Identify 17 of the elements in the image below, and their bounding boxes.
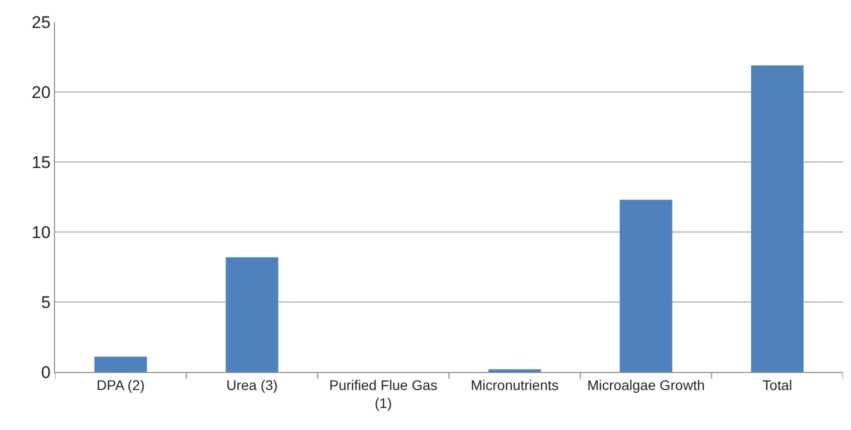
bar (94, 356, 147, 372)
x-tick-label: Purified Flue Gas (1) (329, 376, 438, 411)
y-tick-label: 15 (32, 152, 51, 172)
y-tick-label: 25 (32, 12, 51, 32)
x-tick-label: Microalgae Growth (587, 376, 705, 393)
x-tick-label: DPA (2) (96, 376, 145, 393)
y-tick-label: 0 (41, 362, 51, 382)
bar (620, 200, 672, 372)
y-tick-label: 10 (32, 222, 51, 242)
y-tick-label: 20 (32, 82, 51, 102)
x-tick-label: Micronutrients (470, 376, 559, 393)
bar (488, 369, 541, 372)
bar (226, 257, 278, 372)
x-tick-label: Total (762, 376, 792, 393)
y-tick-label: 5 (41, 292, 51, 312)
x-tick-label: Urea (3) (226, 376, 278, 393)
bar (751, 65, 804, 372)
